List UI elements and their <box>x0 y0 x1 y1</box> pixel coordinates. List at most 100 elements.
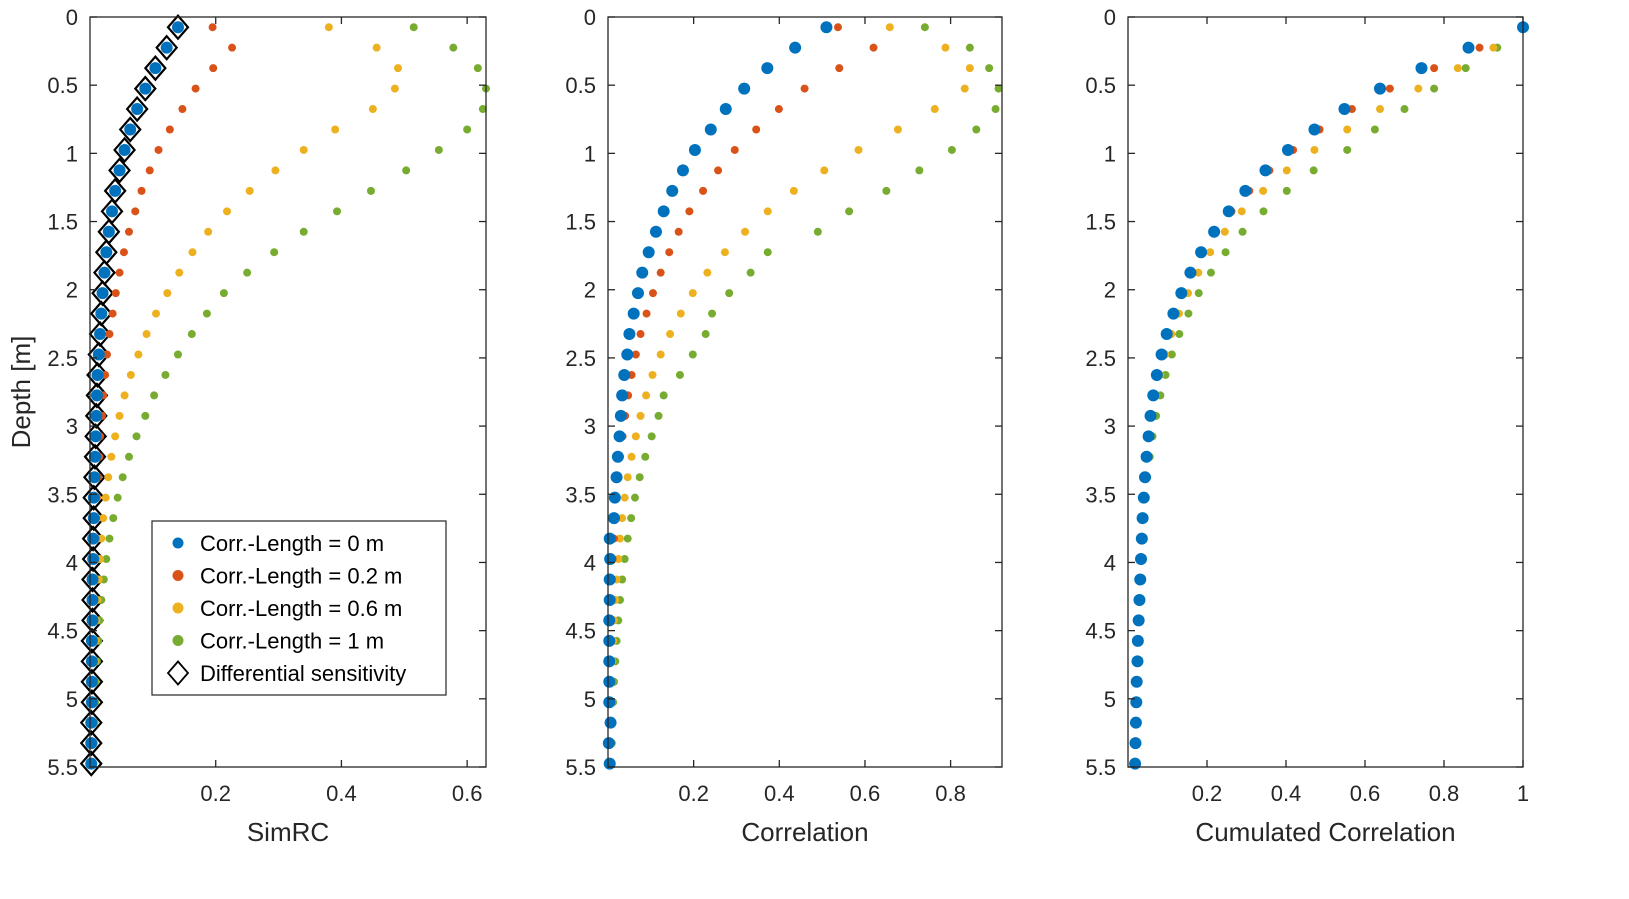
correlation-point-cl1 <box>659 391 668 400</box>
legend-marker-cl1 <box>172 635 184 646</box>
panel-correlation-ticks: 0 0.5 1 1.5 2 2.5 3 3.5 4 4.5 5 5.5 0.2 0.4 0.6 0.8 <box>565 5 1002 806</box>
correlation-point-cl06 <box>618 514 627 523</box>
simrc-point-cl0 <box>86 614 99 627</box>
simrc-point-diff <box>79 709 103 736</box>
legend-dot-icon <box>172 570 184 581</box>
legend-label-cl1: Corr.-Length = 1 m <box>200 629 384 654</box>
simrc-point-cl1 <box>102 555 111 564</box>
simrc-point-cl1 <box>473 64 482 73</box>
cumulated-correlation-point-cl0 <box>1144 409 1157 422</box>
correlation-point-cl1 <box>985 64 994 73</box>
legend-label-cl0: Corr.-Length = 0 m <box>200 531 384 556</box>
correlation-point-cl0 <box>616 389 629 402</box>
correlation-point-cl06 <box>676 309 685 318</box>
simrc-point-cl1 <box>219 289 228 298</box>
cumulated-correlation-point-cl02 <box>1385 84 1394 93</box>
correlation-xtick-label: 0.8 <box>935 781 966 806</box>
cumulated-correlation-point-cl06 <box>1259 186 1268 195</box>
correlation-point-cl0 <box>623 328 636 341</box>
simrc-point-diff <box>80 689 104 716</box>
simrc-ytick-label: 4.5 <box>47 619 78 644</box>
simrc-point-cl1 <box>463 125 472 134</box>
simrc-point-diff <box>118 116 142 143</box>
cumulated-correlation-point-cl1 <box>1343 145 1352 154</box>
cumulated-correlation-point-cl0 <box>1184 266 1197 279</box>
correlation-point-cl1 <box>701 330 710 339</box>
correlation-point-cl06 <box>820 166 829 175</box>
correlation-point-cl0 <box>627 307 640 320</box>
simrc-point-diff <box>80 668 104 695</box>
correlation-point-cl1 <box>991 105 1000 114</box>
cumulated-correlation-point-cl0 <box>1129 737 1142 750</box>
simrc-point-cl06 <box>394 64 402 73</box>
simrc-ytick-label: 2 <box>66 278 78 303</box>
correlation-point-cl02 <box>833 23 842 32</box>
correlation-point-cl0 <box>603 614 616 627</box>
cumulated-correlation-point-cl0 <box>1131 634 1144 647</box>
correlation-point-cl0 <box>719 103 732 116</box>
simrc-point-cl06 <box>97 534 106 543</box>
cumulated-correlation-point-cl1 <box>1400 105 1409 114</box>
correlation-point-cl06 <box>965 64 974 73</box>
cumulated-correlation-ytick-label: 5.5 <box>1085 755 1116 780</box>
simrc-point-cl0 <box>91 368 104 381</box>
correlation-point-cl0 <box>604 553 617 566</box>
correlation-point-cl02 <box>642 309 651 318</box>
correlation-point-cl06 <box>789 186 798 195</box>
simrc-point-cl02 <box>178 105 187 114</box>
correlation-point-cl06 <box>631 432 640 441</box>
correlation-point-cl0 <box>621 348 634 361</box>
simrc-point-cl1 <box>478 105 487 114</box>
panel-cumulated-correlation-ticks: 0 0.5 1 1.5 2 2.5 3 3.5 4 4.5 5 5.5 0.2 0.4 0.6 0.8 1 <box>1085 5 1529 806</box>
panel-simrc-ticks: 0 0.5 1 1.5 2 2.5 3 3.5 4 4.5 5 5.5 0.2 0.4 0.6 <box>47 5 486 806</box>
cumulated-correlation-point-cl06 <box>1194 268 1203 277</box>
cumulated-correlation-ytick-label: 0.5 <box>1085 73 1116 98</box>
correlation-point-cl02 <box>800 84 809 93</box>
simrc-point-diff <box>82 464 106 491</box>
simrc-point-cl0 <box>85 757 98 770</box>
cumulated-correlation-point-cl0 <box>1130 696 1143 709</box>
panel-cumulated-correlation-series <box>1129 21 1529 770</box>
simrc-point-cl0 <box>92 348 105 361</box>
simrc-point-cl0 <box>85 696 98 709</box>
panel-cumulated-correlation-xlabel: Cumulated Correlation <box>1195 817 1455 847</box>
simrc-point-diff <box>125 95 149 123</box>
simrc-point-cl0 <box>85 716 98 729</box>
cumulated-correlation-point-cl0 <box>1167 307 1180 320</box>
correlation-point-cl1 <box>763 248 772 257</box>
correlation-point-cl1 <box>618 575 627 584</box>
cumulated-correlation-point-cl0 <box>1415 62 1428 75</box>
correlation-point-cl0 <box>603 757 616 770</box>
correlation-ytick-label: 4 <box>584 550 596 575</box>
cumulated-correlation-ytick-label: 4.5 <box>1085 619 1116 644</box>
cumulated-correlation-point-cl1 <box>1461 64 1470 73</box>
correlation-ytick-label: 1 <box>584 141 596 166</box>
cumulated-correlation-point-cl0 <box>1239 184 1252 197</box>
correlation-point-cl06 <box>960 84 969 93</box>
cumulated-correlation-point-cl0 <box>1131 655 1144 668</box>
cumulated-correlation-point-cl0 <box>1142 430 1155 443</box>
correlation-ytick-label: 5 <box>584 687 596 712</box>
correlation-point-cl06 <box>885 23 894 32</box>
cumulated-correlation-point-cl0 <box>1129 757 1142 770</box>
correlation-point-cl1 <box>630 493 639 502</box>
correlation-point-cl02 <box>674 227 683 236</box>
correlation-point-cl0 <box>608 491 621 504</box>
cumulated-correlation-point-cl0 <box>1281 143 1294 156</box>
cumulated-correlation-point-cl06 <box>1414 84 1423 93</box>
cumulated-correlation-ytick-label: 1.5 <box>1085 210 1116 235</box>
simrc-series-cl06 <box>88 23 402 768</box>
correlation-point-cl06 <box>614 555 623 564</box>
simrc-point-cl1 <box>366 186 375 195</box>
cumulated-correlation-point-cl06 <box>1220 227 1229 236</box>
panel-simrc-xlabel: SimRC <box>247 817 329 847</box>
correlation-point-cl0 <box>610 471 623 484</box>
correlation-point-cl02 <box>869 43 878 52</box>
legend-entry-cl0: Corr.-Length = 0 m <box>172 531 384 556</box>
correlation-point-cl0 <box>789 41 802 54</box>
simrc-point-cl0 <box>102 225 115 238</box>
cumulated-correlation-point-cl1 <box>1194 289 1203 298</box>
simrc-point-diff <box>79 729 103 757</box>
simrc-point-cl0 <box>85 737 98 750</box>
correlation-point-cl1 <box>688 350 697 359</box>
